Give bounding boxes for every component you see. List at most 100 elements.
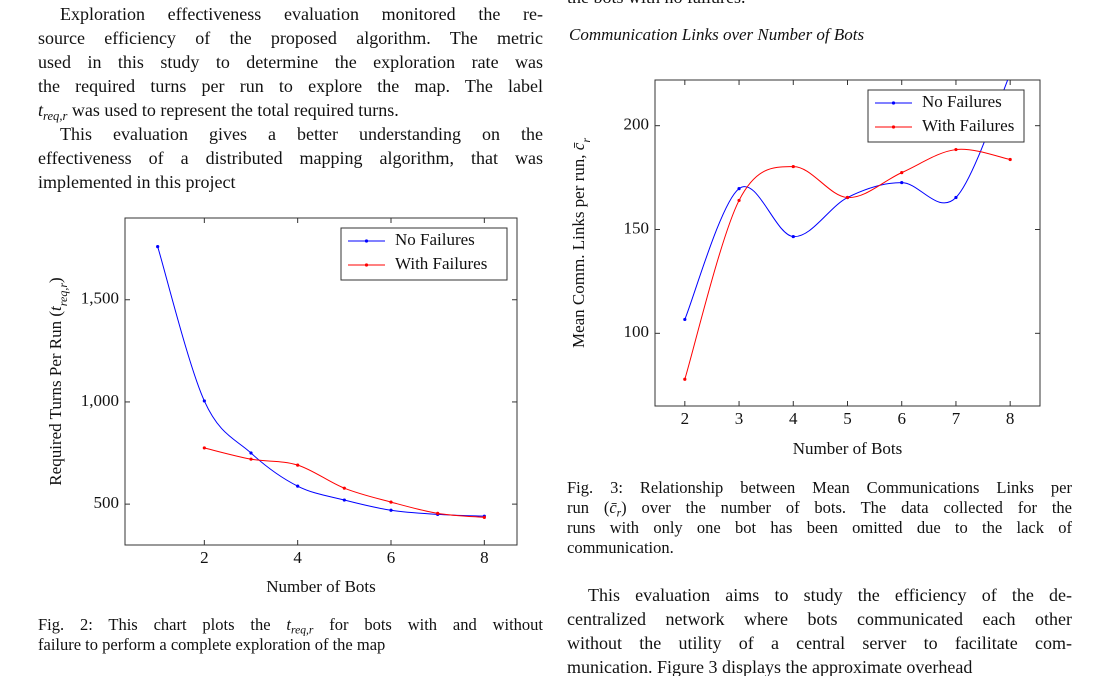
marker [791, 164, 795, 169]
legend-box [867, 89, 1025, 143]
text-line: This evaluation gives a better understan… [60, 125, 543, 143]
x-tick-label: 6 [897, 409, 906, 428]
series-line [204, 447, 485, 518]
text-line: Fig. 3: Relationship between Mean Commun… [567, 477, 1072, 497]
marker [202, 446, 206, 450]
series-group [683, 72, 1012, 381]
text-line: communication. [567, 537, 674, 557]
text: failure to perform a complete exploratio… [38, 634, 386, 654]
legend-label: No Failures [922, 92, 1002, 111]
marker [202, 399, 206, 403]
y-tick-label: 500 [94, 493, 120, 512]
math-sub: req,r [291, 624, 314, 637]
x-tick-label: 2 [681, 409, 690, 428]
marker [1009, 72, 1012, 75]
legend-marker [364, 239, 369, 243]
text: source efficiency of the proposed algori… [38, 28, 543, 48]
legend-label: No Failures [395, 230, 475, 249]
text: Required Turns Per Run ( [46, 311, 65, 486]
marker [296, 484, 300, 488]
x-tick-label: 8 [1006, 409, 1015, 428]
text-line: This evaluation aims to study the effici… [588, 586, 1072, 604]
math-base: c̄ [609, 497, 617, 517]
text: without the utility of a central server … [567, 633, 1072, 653]
chart: 2 4 6 8 500 1,000 1,500 Number of Bots Required … [46, 217, 518, 596]
text-line: Fig. 2: This chart plots the treq,r for … [38, 614, 543, 637]
text: was used to represent the total required… [67, 100, 399, 120]
x-tick-label: 3 [735, 409, 744, 428]
text-line: source efficiency of the proposed algori… [38, 29, 543, 47]
text: ) over the number of bots. The data coll… [621, 497, 1072, 517]
text: the required turns per run to explore th… [38, 76, 543, 96]
math-sub: r [579, 138, 593, 143]
marker [900, 180, 904, 185]
math-base: t [38, 100, 44, 120]
marker [954, 147, 958, 152]
math-sub: req,r [43, 108, 68, 123]
legend-marker [891, 125, 896, 129]
chart: Communication Links over Number of Bots 2… [569, 25, 1041, 458]
marker [737, 198, 741, 203]
text-line: runs with only one bot has been omitted … [567, 519, 1072, 537]
text-line: munication. Figure 3 displays the approx… [567, 658, 972, 676]
chart-title: Communication Links over Number of Bots [569, 25, 865, 44]
marker [342, 486, 346, 490]
text-line: Exploration effectiveness evaluation mon… [60, 5, 543, 23]
text-line: failure to perform a complete exploratio… [38, 634, 386, 654]
text: This evaluation aims to study the effici… [588, 585, 1072, 605]
text: the bots with no failures. [567, 0, 745, 7]
text: run ( [567, 497, 610, 517]
text: communication. [567, 537, 674, 557]
text: This evaluation gives a better understan… [60, 124, 543, 144]
y-tick-label: 1,500 [81, 289, 119, 308]
marker [954, 195, 958, 200]
series-line [684, 80, 1009, 320]
text: centralized network where bots communica… [567, 609, 1072, 629]
math-sub: r [616, 507, 622, 520]
legend-label: With Failures [922, 116, 1014, 135]
text-line: run (c̄r) over the number of bots. The d… [567, 497, 1072, 520]
text: effectiveness of a distributed mapping a… [38, 148, 543, 168]
marker [296, 463, 300, 467]
marker [1008, 157, 1012, 162]
text-line: treq,r was used to represent the total r… [38, 100, 399, 122]
series-group [156, 245, 486, 520]
legend-marker [364, 263, 369, 267]
marker [249, 457, 253, 461]
legend-label: With Failures [395, 254, 487, 273]
text: Mean Comm. Links per run, [569, 150, 588, 348]
marker [436, 511, 440, 515]
x-tick-label: 8 [480, 548, 489, 567]
x-tick-label: 4 [293, 548, 302, 567]
marker [791, 234, 795, 239]
x-axis-label: Number of Bots [266, 577, 376, 596]
text-line: the required turns per run to explore th… [38, 77, 543, 95]
y-tick-label: 150 [624, 218, 650, 237]
marker [683, 317, 687, 322]
x-tick-label: 5 [843, 409, 852, 428]
text-line: the bots with no failures. [567, 0, 745, 6]
math-base: t [286, 614, 291, 634]
x-axis-label: Number of Bots [793, 439, 903, 458]
legend-box [340, 227, 508, 281]
text: ) [46, 277, 65, 283]
legend-marker [891, 101, 896, 105]
text-line: used in this study to determine the expl… [38, 53, 543, 71]
text: munication. Figure 3 displays the approx… [567, 657, 973, 676]
math-base: t [46, 305, 65, 311]
y-tick-label: 200 [624, 115, 650, 134]
series-line [157, 246, 485, 517]
x-tick-label: 6 [387, 548, 396, 567]
text-line: implemented in this project [38, 173, 235, 191]
x-tick-label: 2 [200, 548, 209, 567]
x-tick-label: 7 [952, 409, 961, 428]
marker [845, 195, 850, 200]
text-line: effectiveness of a distributed mapping a… [38, 149, 543, 167]
text: for bots with and without [313, 614, 543, 634]
text: Fig. 3: Relationship between Mean Commun… [567, 477, 1072, 497]
marker [389, 500, 393, 504]
marker [156, 245, 160, 249]
marker [389, 508, 393, 512]
marker [900, 171, 904, 175]
